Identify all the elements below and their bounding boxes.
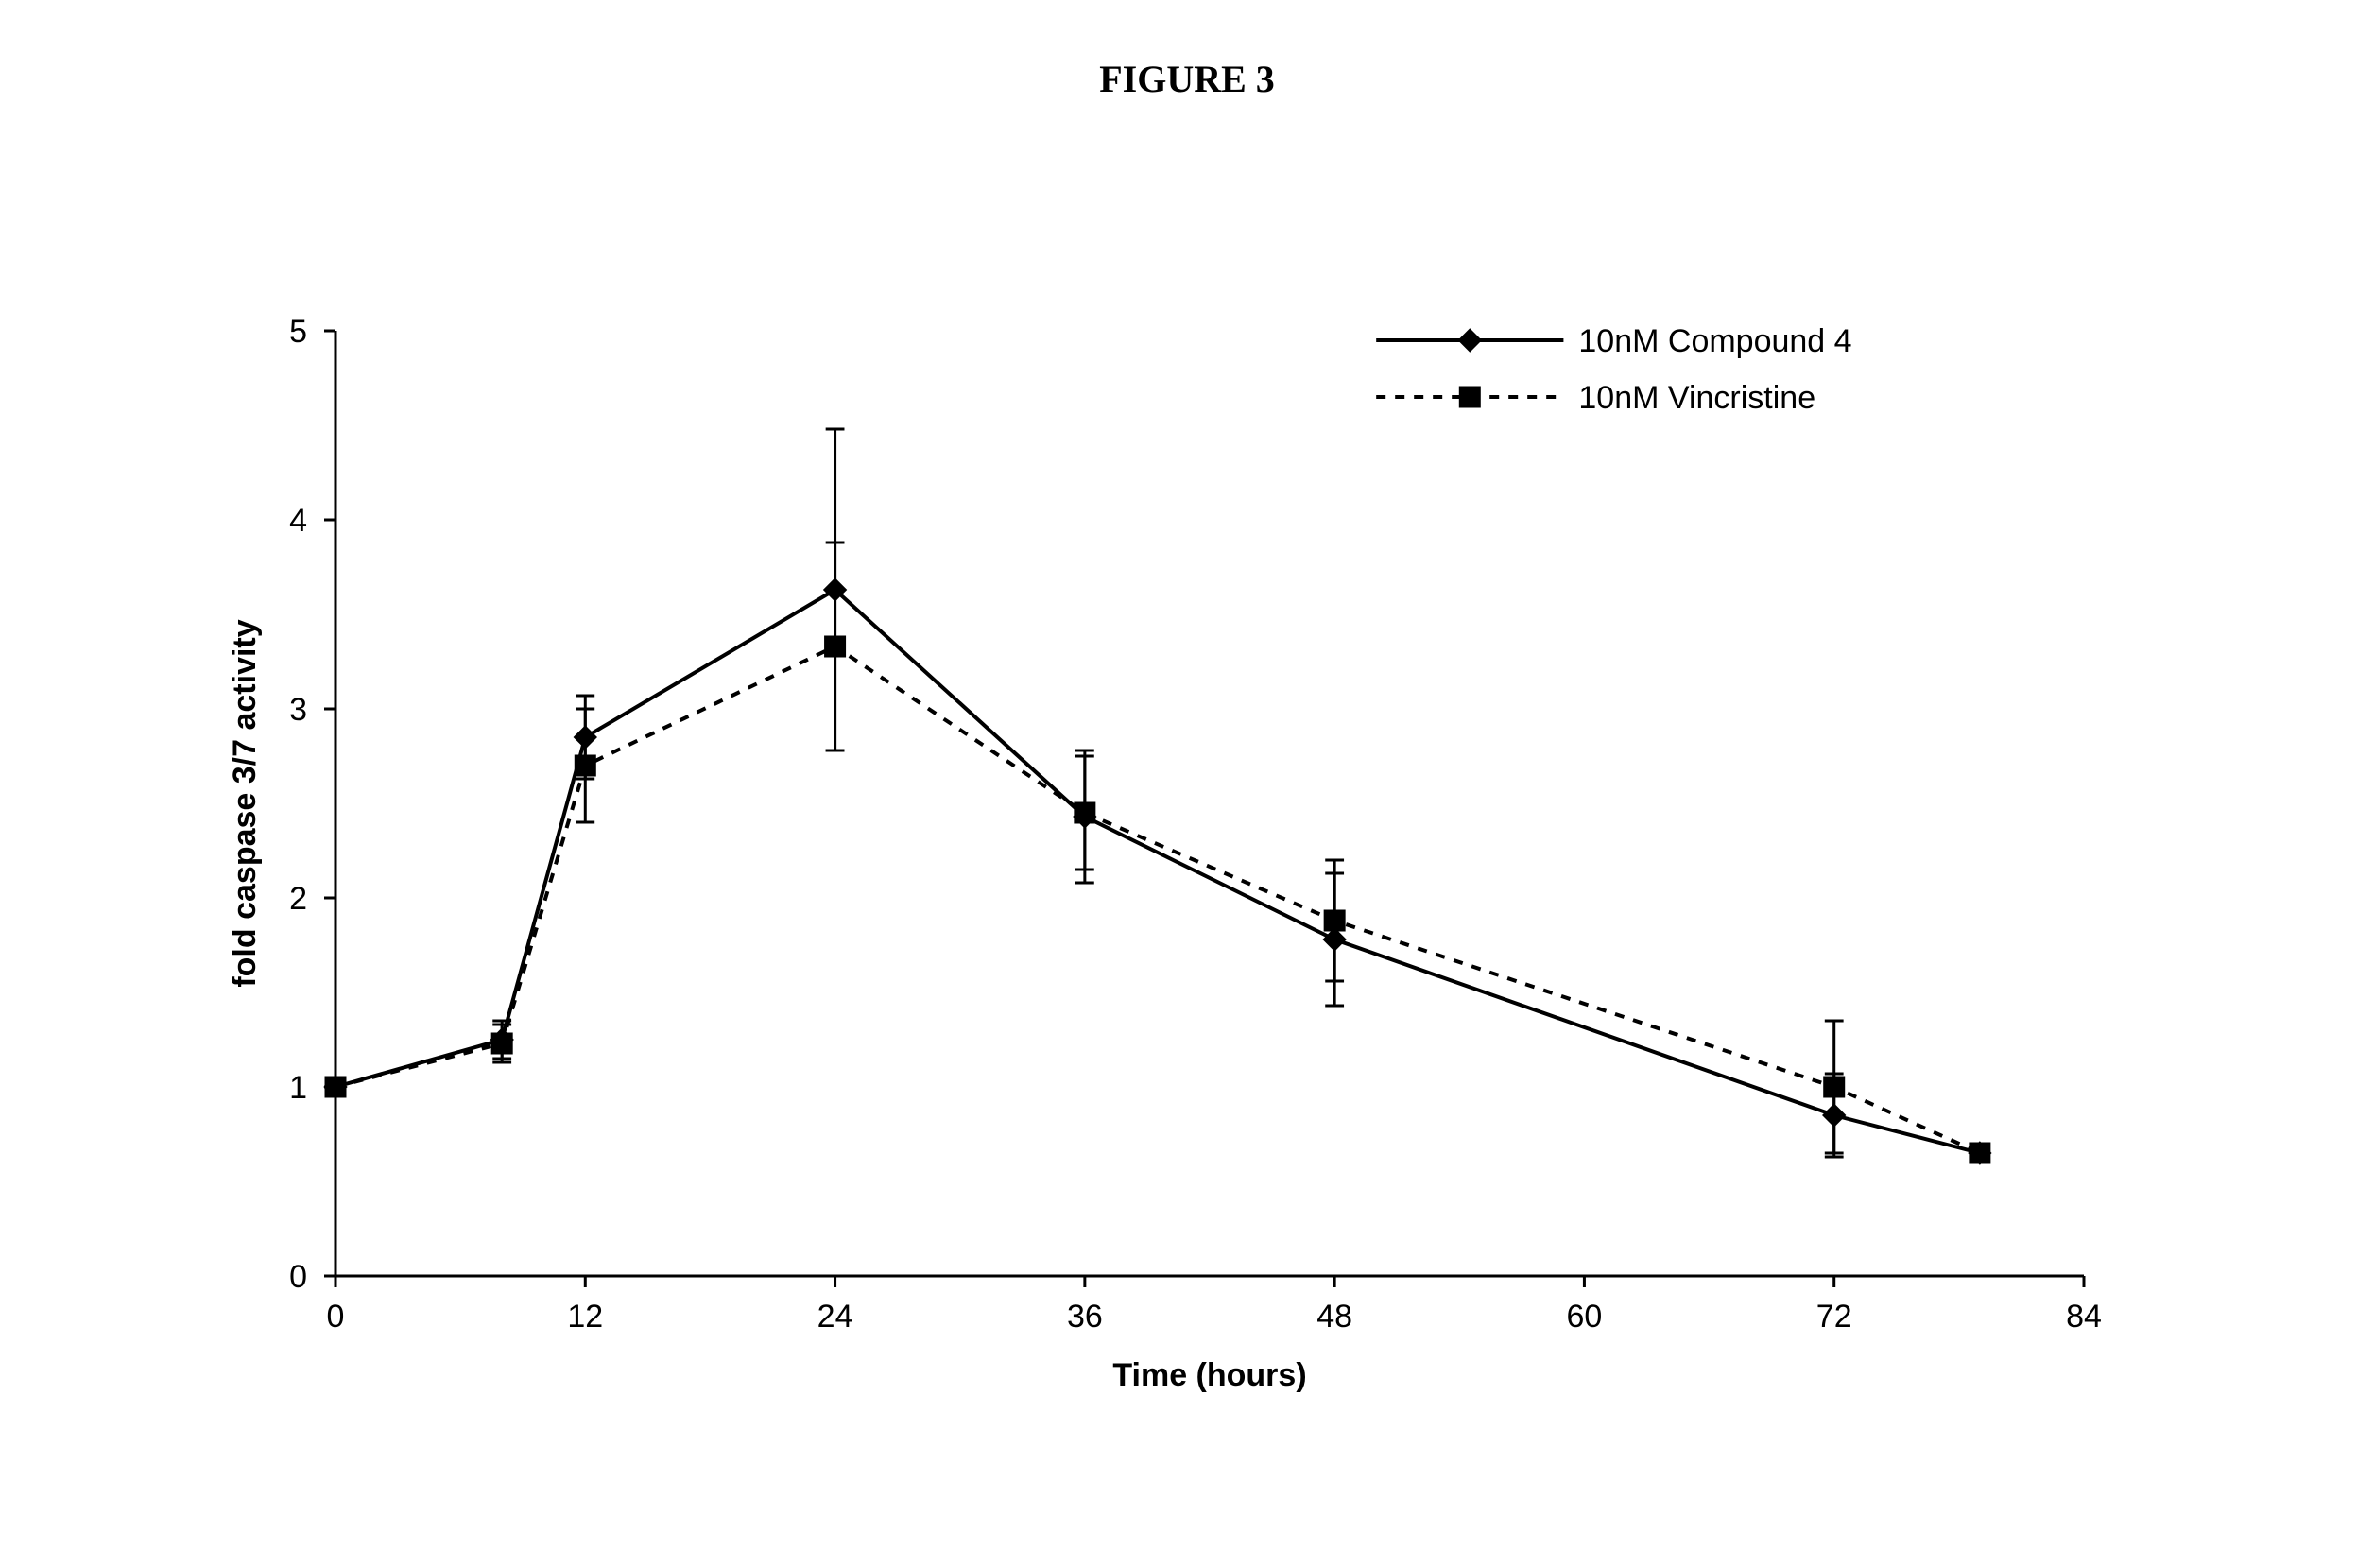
- caspase-activity-chart: 012345012243648607284Time (hours)fold ca…: [0, 0, 2374, 1563]
- series-marker: [325, 1077, 346, 1097]
- x-tick-label: 12: [567, 1299, 603, 1335]
- series-marker: [574, 726, 596, 749]
- x-axis-label: Time (hours): [1112, 1357, 1306, 1393]
- x-tick-label: 24: [817, 1299, 853, 1335]
- series-marker: [1324, 910, 1345, 931]
- y-tick-label: 4: [289, 503, 307, 539]
- y-tick-label: 3: [289, 692, 307, 728]
- x-tick-label: 84: [2066, 1299, 2102, 1335]
- x-tick-label: 48: [1316, 1299, 1352, 1335]
- y-tick-label: 5: [289, 314, 307, 350]
- series-marker: [1323, 928, 1346, 951]
- x-tick-label: 0: [327, 1299, 345, 1335]
- series-line: [335, 590, 1980, 1153]
- series-marker: [575, 755, 595, 776]
- legend-marker: [1458, 329, 1481, 352]
- series-line: [335, 646, 1980, 1153]
- legend-marker: [1459, 387, 1480, 407]
- x-tick-label: 60: [1567, 1299, 1603, 1335]
- y-tick-label: 2: [289, 881, 307, 917]
- y-axis-label: fold caspase 3/7 activity: [227, 619, 263, 987]
- series-marker: [825, 636, 846, 657]
- series-marker: [1075, 802, 1095, 823]
- x-tick-label: 36: [1067, 1299, 1103, 1335]
- x-tick-label: 72: [1816, 1299, 1852, 1335]
- y-tick-label: 0: [289, 1259, 307, 1295]
- y-tick-label: 1: [289, 1070, 307, 1106]
- legend-label: 10nM Compound 4: [1578, 323, 1851, 359]
- series-marker: [491, 1033, 512, 1054]
- series-marker: [1824, 1077, 1845, 1097]
- legend-label: 10nM Vincristine: [1578, 380, 1815, 416]
- series-marker: [1823, 1104, 1846, 1127]
- series-marker: [1970, 1143, 1990, 1163]
